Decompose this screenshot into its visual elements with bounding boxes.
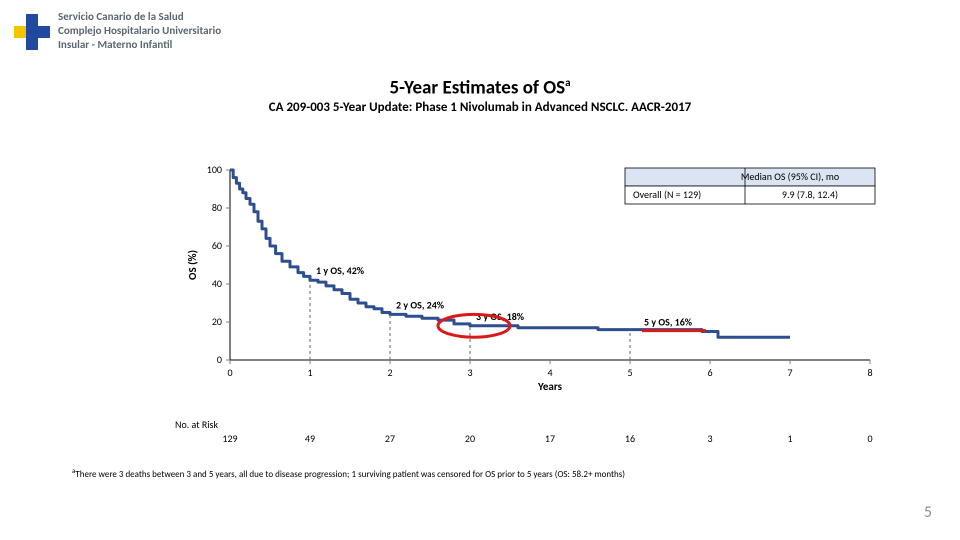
svg-text:7: 7 xyxy=(787,366,792,379)
svg-text:Overall (N = 129): Overall (N = 129) xyxy=(633,188,701,201)
svg-text:5 y OS, 16%: 5 y OS, 16% xyxy=(644,316,693,329)
logo-line1: Servicio Canario de la Salud xyxy=(58,10,221,24)
svg-text:40: 40 xyxy=(212,277,222,290)
logo-line3: Insular - Materno Infantil xyxy=(58,38,221,52)
at-risk-value: 49 xyxy=(290,432,330,445)
at-risk-value: 0 xyxy=(850,432,890,445)
svg-text:20: 20 xyxy=(212,315,222,328)
svg-text:9.9 (7.8, 12.4): 9.9 (7.8, 12.4) xyxy=(782,188,838,201)
km-chart: 0 20 40 60 80 100 0 1 2 3 4 5 6 7 8 OS (%) Years 1 y OS, … xyxy=(180,160,900,410)
svg-text:5: 5 xyxy=(627,366,632,379)
at-risk-label: No. at Risk xyxy=(175,418,235,431)
svg-text:OS (%): OS (%) xyxy=(186,250,199,280)
at-risk-value: 16 xyxy=(610,432,650,445)
at-risk-value: 20 xyxy=(450,432,490,445)
svg-text:1: 1 xyxy=(307,366,312,379)
svg-text:Years: Years xyxy=(537,380,563,393)
svg-text:1 y OS, 42%: 1 y OS, 42% xyxy=(316,264,365,277)
svg-text:Median OS (95% CI), mo: Median OS (95% CI), mo xyxy=(741,170,839,183)
at-risk-value: 1 xyxy=(770,432,810,445)
at-risk-value: 17 xyxy=(530,432,570,445)
svg-text:0: 0 xyxy=(227,366,232,379)
svg-text:0: 0 xyxy=(217,353,222,366)
svg-text:100: 100 xyxy=(207,163,222,176)
at-risk-value: 129 xyxy=(210,432,250,445)
at-risk-value: 3 xyxy=(690,432,730,445)
at-risk-value: 27 xyxy=(370,432,410,445)
subtitle: CA 209-003 5-Year Update: Phase 1 Nivolu… xyxy=(200,100,760,116)
logo-line2: Complejo Hospitalario Universitario xyxy=(58,24,221,38)
title-sup: a xyxy=(565,76,570,89)
page-number: 5 xyxy=(924,503,932,522)
svg-text:2: 2 xyxy=(387,366,392,379)
slide-root: Servicio Canario de la Salud Complejo Ho… xyxy=(0,0,960,540)
svg-text:6: 6 xyxy=(707,366,712,379)
title-text: 5-Year Estimates of OS xyxy=(389,76,565,99)
svg-text:8: 8 xyxy=(867,366,872,379)
org-logo: Servicio Canario de la Salud Complejo Ho… xyxy=(14,10,221,51)
logo-text: Servicio Canario de la Salud Complejo Ho… xyxy=(58,10,221,51)
logo-mark-icon xyxy=(14,14,50,50)
svg-text:3: 3 xyxy=(467,366,472,379)
footnote-text: There were 3 deaths between 3 and 5 year… xyxy=(75,469,625,480)
svg-text:80: 80 xyxy=(212,201,222,214)
svg-text:60: 60 xyxy=(212,239,222,252)
page-title: 5-Year Estimates of OSa xyxy=(0,76,960,99)
footnote: aThere were 3 deaths between 3 and 5 yea… xyxy=(72,466,625,480)
chart-svg: 0 20 40 60 80 100 0 1 2 3 4 5 6 7 8 OS (%) Years 1 y OS, … xyxy=(180,160,900,410)
svg-text:4: 4 xyxy=(547,366,552,379)
svg-text:3 y OS, 18%: 3 y OS, 18% xyxy=(476,310,525,323)
svg-text:2 y OS, 24%: 2 y OS, 24% xyxy=(396,298,445,311)
